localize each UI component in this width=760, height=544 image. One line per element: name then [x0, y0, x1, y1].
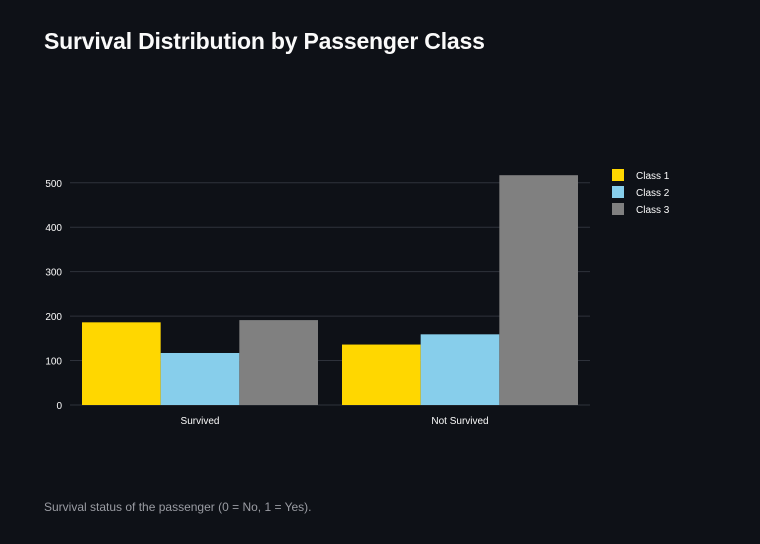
y-tick-label: 500 [45, 179, 62, 190]
y-tick-label: 200 [45, 312, 62, 323]
page-title: Survival Distribution by Passenger Class [44, 28, 485, 54]
legend-label[interactable]: Class 3 [636, 205, 670, 216]
x-axis: Survived Not Survived [181, 416, 489, 427]
x-tick-label: Not Survived [431, 416, 488, 427]
x-tick-label: Survived [181, 416, 220, 427]
bar-class-3-not-survived[interactable] [499, 175, 578, 405]
y-tick-label: 300 [45, 268, 62, 279]
legend-swatch[interactable] [612, 203, 624, 215]
y-tick-label: 400 [45, 223, 62, 234]
legend-label[interactable]: Class 1 [636, 171, 670, 182]
y-axis: 0 100 200 300 400 500 [45, 179, 62, 412]
legend-label[interactable]: Class 2 [636, 188, 670, 199]
chart-caption: Survival status of the passenger (0 = No… [44, 500, 312, 514]
y-tick-label: 100 [45, 357, 62, 368]
bar-class-1-survived[interactable] [82, 322, 161, 405]
legend: Class 1 Class 2 Class 3 [612, 169, 670, 216]
bars [82, 175, 578, 405]
bar-class-1-not-survived[interactable] [342, 344, 421, 405]
bar-class-2-survived[interactable] [160, 352, 240, 405]
legend-swatch[interactable] [612, 186, 624, 198]
bar-class-3-survived[interactable] [239, 320, 318, 405]
y-tick-label: 0 [56, 401, 62, 412]
bar-class-2-not-survived[interactable] [420, 334, 500, 405]
legend-swatch[interactable] [612, 169, 624, 181]
